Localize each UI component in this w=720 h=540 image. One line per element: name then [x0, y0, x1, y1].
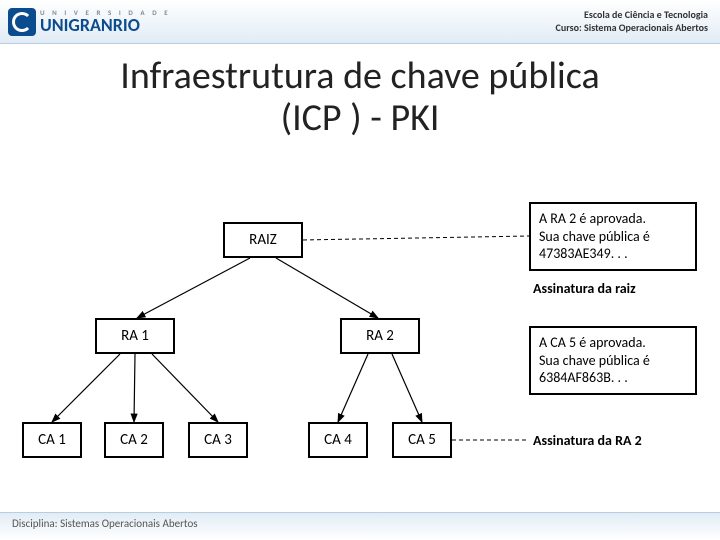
signature-root: Assinatura da raiz	[533, 280, 636, 297]
header-right: Escola de Ciência e Tecnologia Curso: Si…	[556, 9, 708, 34]
logo: U N I V E R S I D A D E UNIGRANRIO	[8, 8, 171, 36]
node-root: RAIZ	[223, 222, 303, 258]
node-ca2: CA 2	[104, 422, 164, 458]
slide: U N I V E R S I D A D E UNIGRANRIO Escol…	[0, 0, 720, 540]
node-ra1-label: RA 1	[121, 327, 149, 345]
cert1-line1: A RA 2 é aprovada.	[539, 210, 687, 228]
title-line-2: (ICP ) - PKI	[281, 95, 440, 141]
cert1-line3: 47383AE349. . .	[539, 245, 687, 263]
slide-title: Infraestrutura de chave pública (ICP ) -…	[0, 56, 720, 140]
logo-main-label: UNIGRANRIO	[40, 16, 171, 34]
cert-box-ra2: A RA 2 é aprovada. Sua chave pública é 4…	[529, 202, 697, 271]
title-line-1: Infraestrutura de chave pública	[120, 53, 599, 99]
node-ca1: CA 1	[22, 422, 82, 458]
node-ca5: CA 5	[392, 422, 452, 458]
node-ca4-label: CA 4	[324, 431, 352, 449]
node-ca3: CA 3	[188, 422, 248, 458]
cert1-line2: Sua chave pública é	[539, 228, 687, 246]
node-ra2: RA 2	[340, 318, 420, 354]
logo-text: U N I V E R S I D A D E UNIGRANRIO	[40, 9, 171, 34]
cert2-line2: Sua chave pública é	[539, 352, 687, 370]
logo-icon	[8, 8, 36, 36]
footer-text: Disciplina: Sistemas Operacionais Aberto…	[12, 517, 198, 530]
node-ra1: RA 1	[95, 318, 175, 354]
node-ca1-label: CA 1	[38, 431, 66, 449]
node-root-label: RAIZ	[249, 231, 277, 249]
signature-ra2: Assinatura da RA 2	[533, 432, 642, 449]
node-ca4: CA 4	[308, 422, 368, 458]
cert2-line3: 6384AF863B. . .	[539, 369, 687, 387]
cert2-line1: A CA 5 é aprovada.	[539, 334, 687, 352]
course-label: Curso: Sistema Operacionais Abertos	[556, 22, 708, 35]
school-label: Escola de Ciência e Tecnologia	[556, 9, 708, 22]
node-ca2-label: CA 2	[120, 431, 148, 449]
node-ca5-label: CA 5	[408, 431, 436, 449]
node-ca3-label: CA 3	[204, 431, 232, 449]
node-ra2-label: RA 2	[366, 327, 394, 345]
cert-box-ca5: A CA 5 é aprovada. Sua chave pública é 6…	[529, 326, 697, 395]
header-bar: U N I V E R S I D A D E UNIGRANRIO Escol…	[0, 0, 720, 44]
